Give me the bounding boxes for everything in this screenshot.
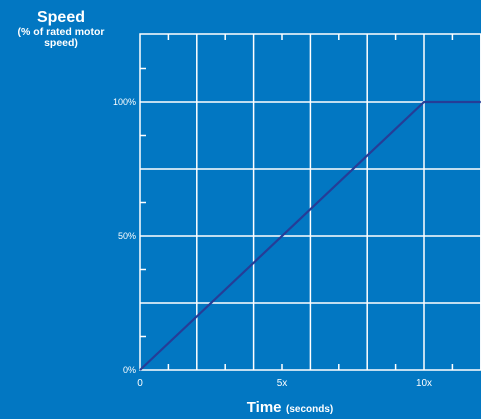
minor-ticks (140, 34, 454, 370)
series-lines (139, 100, 481, 371)
x-tick-label: 5x (277, 378, 288, 389)
y-tick-label: 0% (123, 365, 136, 375)
y-axis-subtitle: (% of rated motor speed) (17, 25, 105, 50)
tick-labels: 0 5x 10x 0% 50% 100% (113, 97, 432, 389)
speed-ramp-line (139, 100, 481, 371)
x-tick-label: 0 (137, 378, 143, 389)
grid-lines (140, 34, 481, 370)
y-axis-title: Speed (36, 9, 85, 26)
y-axis-label: Speed (% of rated motor speed) (0, 9, 122, 50)
x-tick-label: 10x (416, 378, 432, 389)
x-axis-title: Time (246, 399, 282, 416)
y-tick-label: 100% (113, 97, 136, 107)
x-axis-subtitle: (seconds) (285, 404, 334, 415)
y-tick-label: 50% (118, 231, 136, 241)
x-axis-label: Time (seconds) (200, 399, 380, 417)
